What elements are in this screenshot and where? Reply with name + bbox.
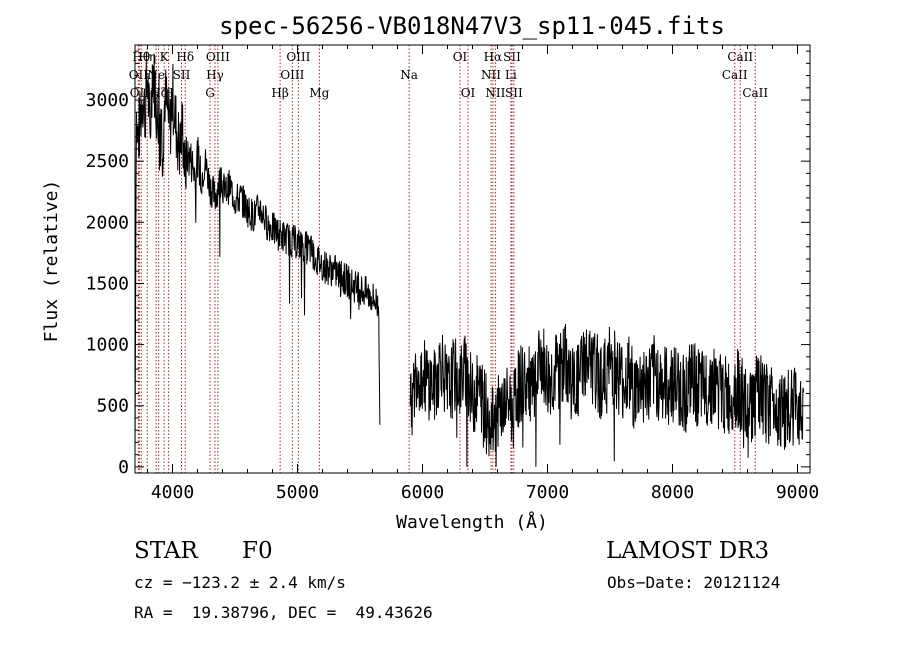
line-marker-label: OIII <box>280 68 304 82</box>
line-marker-label: CaII <box>742 86 768 100</box>
line-marker-label: Hη <box>138 50 156 64</box>
spectrum-line <box>134 53 381 455</box>
observation-date: Obs−Date: 20121124 <box>607 573 781 592</box>
line-marker-label: Hβ <box>271 86 288 100</box>
x-axis-label: Wavelength (Å) <box>396 511 548 533</box>
line-marker-label: Hγ <box>206 68 224 82</box>
y-tick-label: 500 <box>96 396 129 417</box>
plot-frame <box>134 44 811 474</box>
line-marker-label: G <box>205 86 215 100</box>
line-marker-label: Li <box>505 68 517 82</box>
object-class: STAR <box>134 538 198 564</box>
line-marker-label: Hα <box>484 50 503 64</box>
line-marker-label: NII <box>481 68 501 82</box>
axes: 4000 5000 6000 7000 8000 9000 0 500 1000 1500 2000… <box>86 44 819 503</box>
line-marker-label: NII <box>485 86 505 100</box>
spectrum-line <box>409 324 805 467</box>
spectrum-series <box>134 53 805 467</box>
x-tick-label: 5000 <box>276 482 319 503</box>
y-tick-label: 0 <box>118 457 129 478</box>
redshift-readout: cz = −123.2 ± 2.4 km/s <box>134 573 346 592</box>
line-marker-label: OIII <box>286 50 310 64</box>
chart-title: spec-56256-VB018N47V3_sp11-045.fits <box>219 12 725 40</box>
line-marker-label: SII <box>503 50 521 64</box>
y-tick-label: 3000 <box>86 90 129 111</box>
line-marker-label: Na <box>400 68 418 82</box>
line-marker-label: Mg <box>309 86 329 100</box>
y-axis-label: Flux (relative) <box>41 180 62 343</box>
x-tick-label: 4000 <box>151 482 194 503</box>
emission-line-markers: OIIOIIHθHηNeHζKHSIIHδGHγOIIIHβOIIIOIIIMg… <box>129 45 768 473</box>
x-tick-label: 7000 <box>526 482 569 503</box>
line-marker-label: Hδ <box>176 50 194 64</box>
object-subclass: F0 <box>242 538 273 564</box>
survey-name: LAMOST DR3 <box>606 538 770 564</box>
line-marker-label: Ne <box>147 68 165 82</box>
line-marker-label: Hθ <box>132 50 150 64</box>
line-marker-label: CaII <box>727 50 753 64</box>
x-tick-label: 8000 <box>651 482 694 503</box>
line-marker-label: OIII <box>206 50 230 64</box>
y-tick-label: 1000 <box>86 335 129 356</box>
line-marker-label: OII <box>129 68 149 82</box>
x-tick-label: 6000 <box>401 482 444 503</box>
line-marker-label: SII <box>505 86 523 100</box>
coordinates-readout: RA = 19.38796, DEC = 49.43626 <box>134 603 433 622</box>
line-marker-label: CaII <box>722 68 748 82</box>
line-marker-label: OI <box>461 86 476 100</box>
y-tick-label: 2500 <box>86 151 129 172</box>
line-marker-label: OI <box>453 50 468 64</box>
line-marker-label: SII <box>173 68 191 82</box>
x-tick-label: 9000 <box>776 482 819 503</box>
y-tick-label: 1500 <box>86 273 129 294</box>
y-tick-label: 2000 <box>86 212 129 233</box>
line-marker-label: K <box>160 50 170 64</box>
